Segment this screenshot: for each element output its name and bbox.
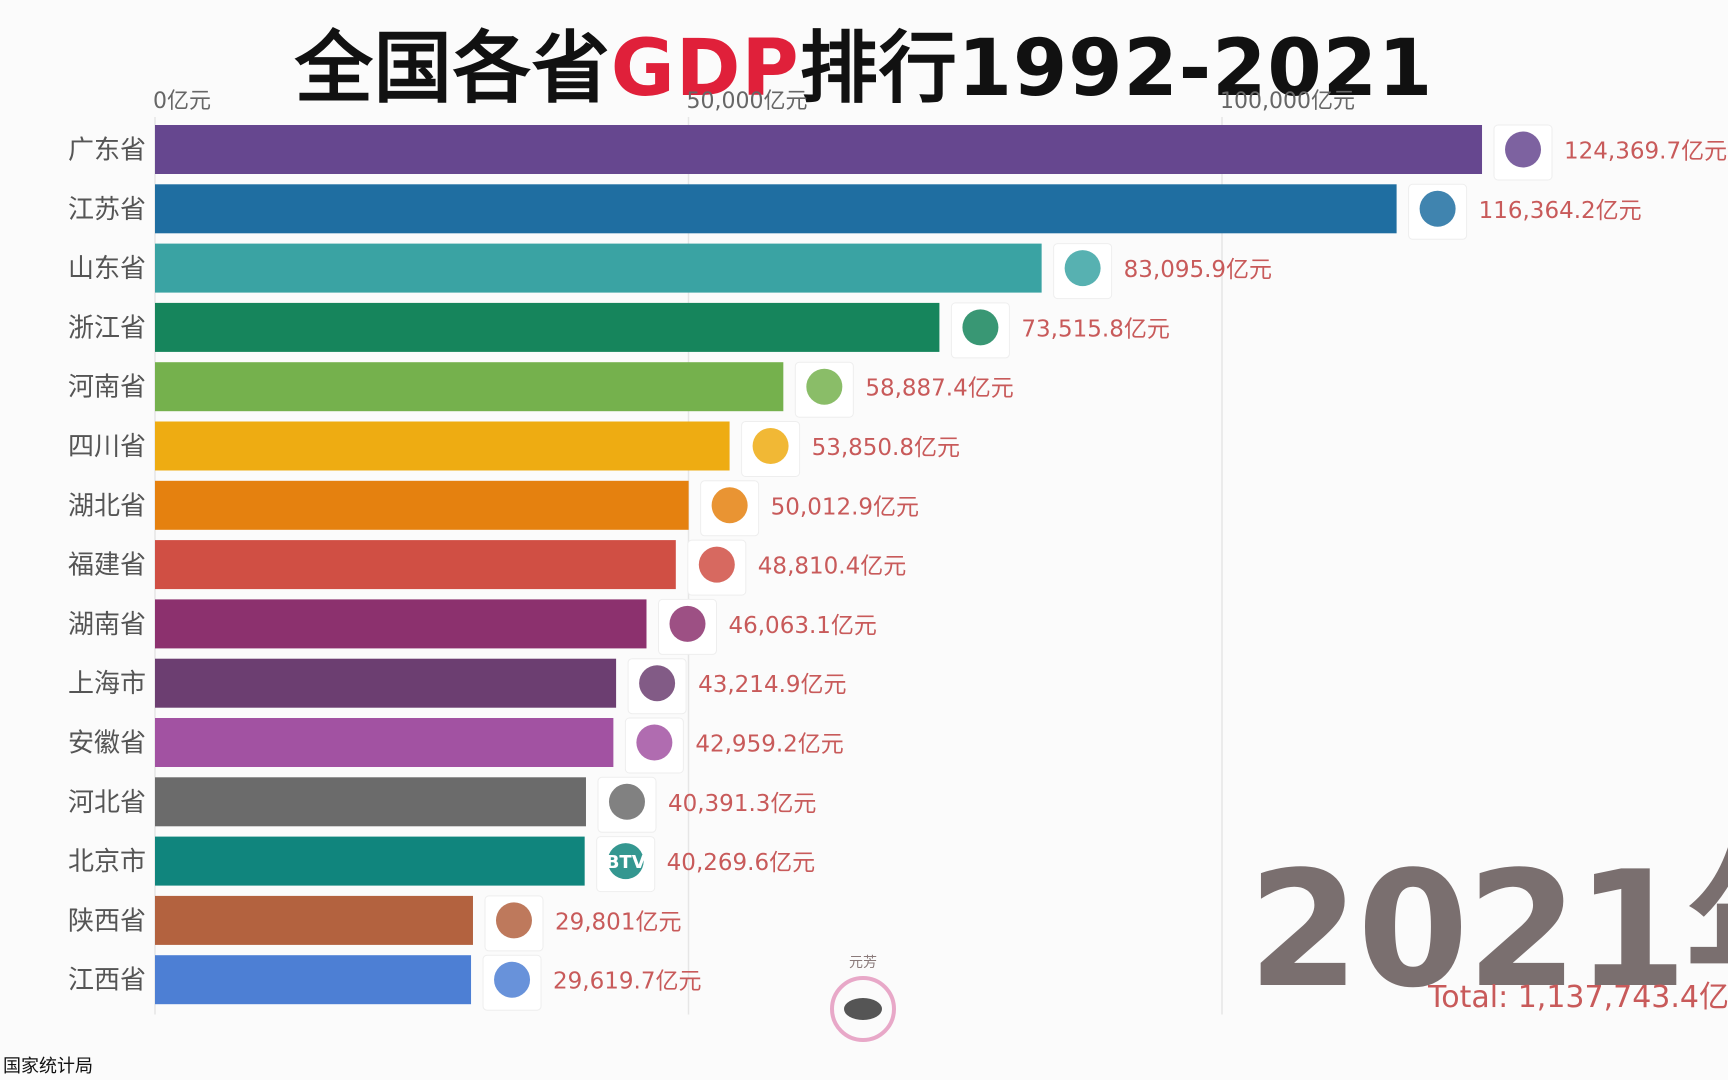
source-label: 国家统计局 (3, 1056, 93, 1077)
logo-mark (806, 368, 843, 405)
value-label: 46,063.1亿元 (728, 613, 876, 639)
logo-mark (636, 724, 673, 761)
bar (155, 302, 940, 352)
bar (155, 480, 689, 530)
value-label: 50,012.9亿元 (771, 494, 919, 520)
logo-mark (698, 546, 735, 583)
x-tick-label: 50,000亿元 (687, 89, 808, 114)
category-label: 四川省 (68, 432, 146, 462)
category-label: 浙江省 (68, 313, 146, 343)
category-label: 河南省 (68, 373, 146, 403)
year-label: 2021年 (1248, 836, 1728, 1023)
title-part2: 排行1992-2021 (799, 24, 1434, 114)
logo-mark (962, 309, 999, 346)
chart-title: 全国各省GDP排行1992-2021 (0, 6, 1728, 118)
logo-mark (752, 428, 789, 464)
total-label: Total: 1,137,743.4亿元 (1428, 980, 1728, 1015)
category-label: 安徽省 (68, 729, 146, 759)
category-label: 山东省 (68, 254, 146, 284)
x-tick-label: 0亿元 (153, 89, 211, 114)
value-label: 53,850.8亿元 (812, 435, 960, 461)
category-label: 湖北省 (68, 491, 146, 521)
title-highlight: GDP (610, 24, 800, 114)
value-label: 48,810.4亿元 (758, 554, 906, 580)
value-label: 43,214.9亿元 (698, 672, 846, 698)
bar (155, 895, 473, 945)
bar (155, 362, 784, 412)
watermark-text: 元芳 (849, 955, 877, 971)
category-label: 陕西省 (68, 906, 146, 936)
logo-mark (639, 665, 676, 702)
bar (155, 955, 472, 1005)
value-label: 40,391.3亿元 (668, 791, 816, 817)
bar (155, 421, 730, 471)
category-label: 河北省 (68, 788, 146, 818)
value-label: 73,515.8亿元 (1021, 316, 1169, 342)
logo-mark (1419, 190, 1456, 227)
x-tick-label: 100,000亿元 (1220, 89, 1355, 114)
logo-mark (1064, 250, 1101, 287)
logo-mark (608, 783, 645, 820)
value-label: 58,887.4亿元 (865, 376, 1013, 402)
bar (155, 718, 614, 767)
bar (155, 540, 676, 590)
logo-mark (1505, 131, 1542, 168)
value-label: 29,801亿元 (555, 909, 681, 935)
category-label: 湖南省 (68, 610, 146, 640)
title-part1: 全国各省 (294, 24, 611, 114)
category-label: 北京市 (68, 847, 146, 877)
value-label: 40,269.6亿元 (667, 850, 815, 876)
logo-mark (495, 902, 532, 939)
logo-mark (607, 843, 644, 880)
category-label: 上海市 (68, 669, 146, 699)
bar (155, 243, 1042, 293)
category-label: 江西省 (68, 966, 146, 996)
eye-icon (830, 976, 896, 1042)
bar (155, 599, 647, 649)
bar (155, 184, 1397, 234)
bar (155, 777, 586, 827)
bar (155, 658, 617, 708)
bar (155, 125, 1483, 174)
value-label: 42,959.2亿元 (695, 732, 843, 758)
logo-mark (669, 605, 706, 642)
logo-text: BTV (606, 852, 646, 873)
value-label: 124,369.7亿元 (1564, 139, 1727, 165)
bar (155, 836, 585, 886)
watermark: 元芳 (818, 952, 908, 1072)
value-label: 29,619.7亿元 (553, 969, 701, 995)
category-label: 福建省 (68, 551, 146, 581)
value-label: 83,095.9亿元 (1124, 257, 1272, 283)
category-label: 江苏省 (68, 195, 146, 225)
logo-mark (494, 961, 531, 998)
logo-mark (711, 487, 748, 524)
category-label: 广东省 (68, 136, 146, 166)
value-label: 116,364.2亿元 (1479, 198, 1642, 224)
